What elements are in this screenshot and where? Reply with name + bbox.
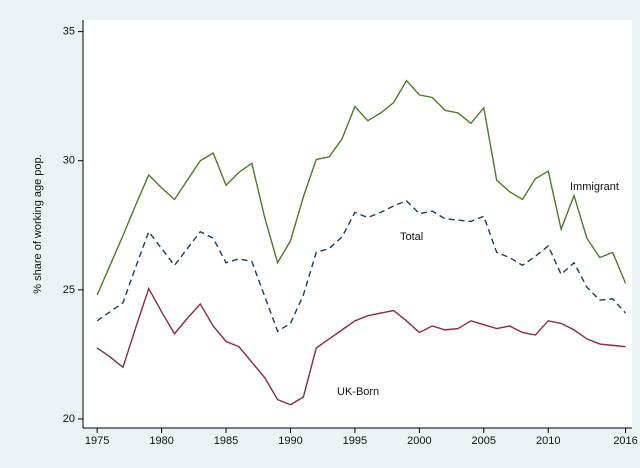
y-tick-label: 25 — [63, 284, 75, 296]
x-tick-label: 1990 — [278, 435, 302, 447]
series-line — [96, 199, 627, 333]
series-label: UK-Born — [337, 386, 379, 398]
x-tick-label: 2005 — [472, 435, 496, 447]
series-line — [96, 286, 626, 406]
x-tick-label: 2000 — [407, 435, 431, 447]
x-tick-label: 1985 — [214, 435, 238, 447]
plot-area — [83, 20, 632, 428]
y-tick-label: 35 — [63, 26, 75, 38]
y-axis-label: % share of working age pop. — [32, 154, 44, 293]
series-label: Total — [400, 231, 423, 243]
y-tick-label: 30 — [63, 155, 75, 167]
x-tick-label: 1995 — [343, 435, 367, 447]
series-line — [96, 79, 627, 296]
x-tick-label: 1975 — [85, 435, 109, 447]
x-tick-label: 1980 — [149, 435, 173, 447]
x-tick-label: 2016 — [613, 435, 637, 447]
series-label: Immigrant — [570, 181, 619, 193]
x-tick-label: 2010 — [536, 435, 560, 447]
y-tick-label: 20 — [63, 413, 75, 425]
